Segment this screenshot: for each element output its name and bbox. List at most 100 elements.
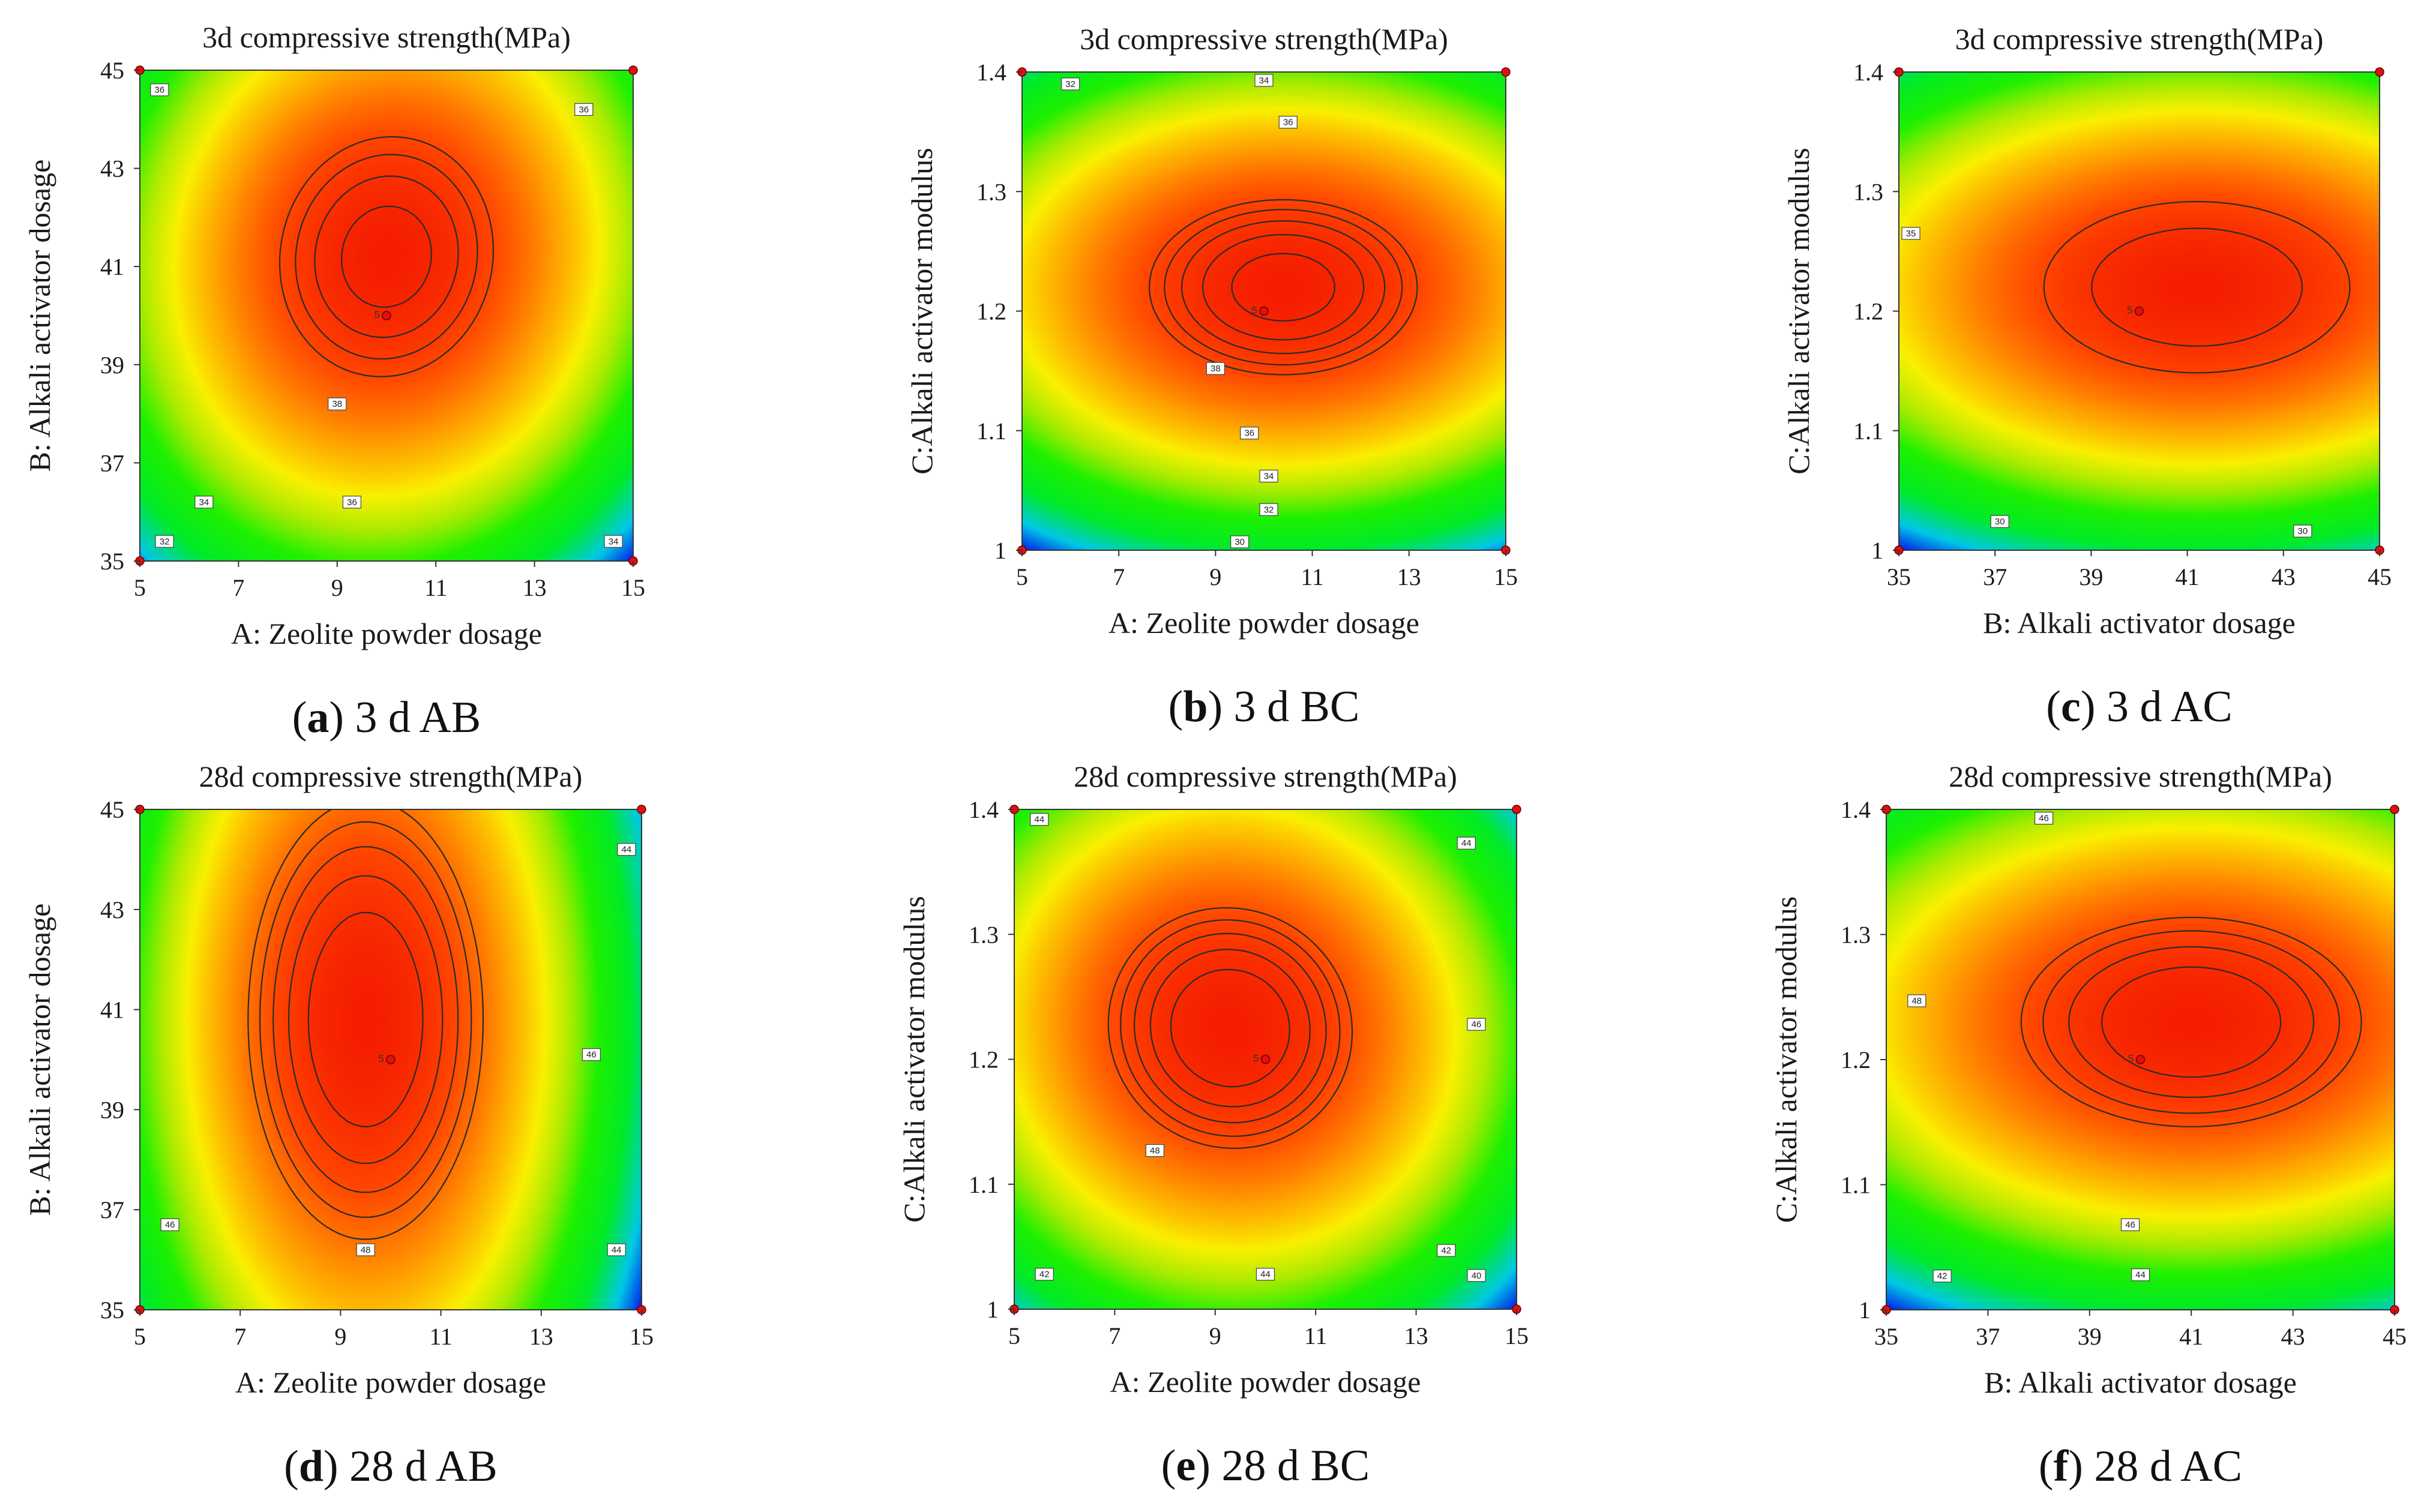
x-tick-label: 13 bbox=[529, 1323, 553, 1350]
design-point bbox=[2390, 805, 2399, 814]
contour-line-44 bbox=[272, 846, 459, 1193]
contour-label: 32 bbox=[160, 536, 170, 547]
center-point bbox=[1260, 1054, 1271, 1064]
x-axis-label: A: Zeolite powder dosage bbox=[231, 617, 542, 650]
x-tick-label: 9 bbox=[1209, 1322, 1221, 1349]
contour-label: 32 bbox=[1065, 79, 1075, 89]
center-point-label: 5 bbox=[1253, 1053, 1259, 1064]
contour-line-35 bbox=[2091, 227, 2303, 347]
contour-line-42 bbox=[1120, 919, 1341, 1137]
caption-text: 28 d AB bbox=[338, 1442, 498, 1491]
contour-label: 34 bbox=[1264, 471, 1274, 481]
y-tick-label: 43 bbox=[100, 896, 124, 923]
contour-label: 42 bbox=[1441, 1246, 1451, 1256]
contour-label: 30 bbox=[1235, 537, 1245, 547]
contour-label-box bbox=[2131, 1268, 2150, 1282]
contour-label: 44 bbox=[622, 845, 632, 855]
contour-label: 46 bbox=[1472, 1019, 1482, 1030]
caption-tag: a bbox=[307, 693, 329, 742]
y-axis-label: C:Alkali activator modulus bbox=[1782, 148, 1815, 474]
y-axis-label: B: Alkali activator dosage bbox=[23, 160, 56, 472]
center-point bbox=[2135, 1055, 2146, 1064]
y-tick-label: 43 bbox=[100, 155, 124, 182]
contour-line-38 bbox=[341, 205, 432, 308]
caption-text: 3 d AC bbox=[2095, 682, 2232, 731]
contour-label-box bbox=[1259, 469, 1278, 483]
design-point bbox=[628, 65, 638, 75]
subfigure-caption: (f) 28 d AC bbox=[2039, 1442, 2242, 1491]
x-tick-label: 39 bbox=[2078, 1323, 2102, 1350]
contour-label-box bbox=[1467, 1018, 1486, 1031]
x-tick-label: 39 bbox=[2079, 563, 2103, 590]
subfigure-caption: (c) 3 d AC bbox=[2046, 682, 2232, 731]
y-tick-label: 1.1 bbox=[1841, 1172, 1871, 1199]
y-tick-label: 37 bbox=[100, 449, 124, 476]
y-tick-label: 1.1 bbox=[976, 418, 1006, 445]
chart-f: 5 46 48 46 44 42 35 37 39 41 43 45 1 1.1 1.2 1.3 1.4 28d … bbox=[1769, 760, 2407, 1491]
contour-line-34 bbox=[295, 154, 478, 360]
x-tick-label: 9 bbox=[1209, 563, 1221, 590]
contour-label: 36 bbox=[579, 104, 589, 115]
x-tick-label: 5 bbox=[134, 574, 146, 601]
y-tick-label: 1 bbox=[987, 1296, 999, 1323]
x-tick-label: 13 bbox=[1397, 563, 1421, 590]
x-tick-label: 9 bbox=[331, 574, 343, 601]
caption-tag: d bbox=[299, 1442, 323, 1491]
contour-label-box bbox=[1206, 362, 1226, 375]
chart-title: 28d compressive strength(MPa) bbox=[1074, 760, 1457, 793]
contour-label-box bbox=[574, 103, 594, 116]
x-tick-label: 15 bbox=[621, 574, 645, 601]
contour-label-box bbox=[1060, 77, 1080, 91]
contour-label: 30 bbox=[1995, 517, 2005, 527]
y-tick-label: 1.2 bbox=[976, 298, 1006, 325]
contour-line-46 bbox=[2068, 946, 2315, 1098]
y-tick-label: 41 bbox=[100, 253, 124, 280]
center-point bbox=[1259, 306, 1269, 316]
contour-line-36 bbox=[1202, 233, 1365, 341]
chart-b: 5 32 34 36 38 36 34 32 30 5 7 9 11 13 15 1 1.1 1.2 1.3 1.4 3… bbox=[905, 22, 1518, 731]
contour-label-box bbox=[1240, 427, 1259, 440]
plot-frame bbox=[139, 809, 642, 1310]
y-tick-label: 1.4 bbox=[1853, 59, 1883, 86]
y-tick-label: 35 bbox=[100, 548, 124, 575]
contour-line-32 bbox=[279, 136, 494, 377]
y-tick-label: 1.2 bbox=[1853, 298, 1883, 325]
chart-title: 28d compressive strength(MPa) bbox=[1949, 760, 2332, 793]
contour-label-box bbox=[1901, 227, 1920, 240]
center-point-label: 5 bbox=[1252, 305, 1257, 316]
contour-label-box bbox=[1230, 535, 1250, 548]
plot-frame bbox=[139, 70, 634, 562]
y-axis-label: C:Alkali activator modulus bbox=[905, 148, 939, 474]
contour-label-box bbox=[1030, 813, 1049, 826]
caption-tag: c bbox=[2061, 682, 2081, 731]
contour-label-box bbox=[1907, 994, 1926, 1007]
x-tick-label: 37 bbox=[1976, 1323, 2000, 1350]
y-axis-label: C:Alkali activator modulus bbox=[1769, 896, 1803, 1223]
contour-label-box bbox=[607, 1243, 626, 1256]
y-tick-label: 1 bbox=[1871, 537, 1883, 564]
contour-label-box bbox=[155, 535, 174, 548]
contour-label-box bbox=[342, 496, 362, 509]
x-tick-label: 5 bbox=[1016, 563, 1028, 590]
chart-d: 5 44 46 46 48 44 5 7 9 11 13 15 35 37 39 41 43 45 28d comp… bbox=[23, 760, 654, 1491]
y-tick-label: 1.3 bbox=[1841, 922, 1871, 949]
contour-label-box bbox=[160, 1218, 179, 1231]
y-axis-label: B: Alkali activator dosage bbox=[23, 904, 56, 1216]
center-point bbox=[382, 311, 391, 320]
contour-label-box bbox=[1254, 74, 1274, 87]
contour-line-38 bbox=[1231, 253, 1335, 322]
y-tick-label: 1.1 bbox=[1853, 418, 1883, 445]
y-tick-label: 1.4 bbox=[976, 59, 1006, 86]
contour-label: 34 bbox=[609, 536, 619, 547]
contour-label: 40 bbox=[1472, 1271, 1482, 1281]
contour-label: 35 bbox=[1906, 229, 1916, 239]
y-tick-label: 1.2 bbox=[969, 1046, 999, 1073]
contour-line-40 bbox=[1107, 907, 1353, 1149]
contour-label: 44 bbox=[2135, 1270, 2146, 1280]
x-tick-label: 13 bbox=[523, 574, 547, 601]
contour-label: 44 bbox=[612, 1245, 622, 1255]
y-tick-label: 45 bbox=[100, 57, 124, 84]
chart-e: 5 44 44 46 48 44 42 42 40 5 7 9 11 13 15 1 1.1 1.2 1.3 1.4 2… bbox=[897, 760, 1529, 1490]
contour-label: 42 bbox=[1937, 1271, 1947, 1282]
chart-title: 3d compressive strength(MPa) bbox=[202, 20, 571, 54]
